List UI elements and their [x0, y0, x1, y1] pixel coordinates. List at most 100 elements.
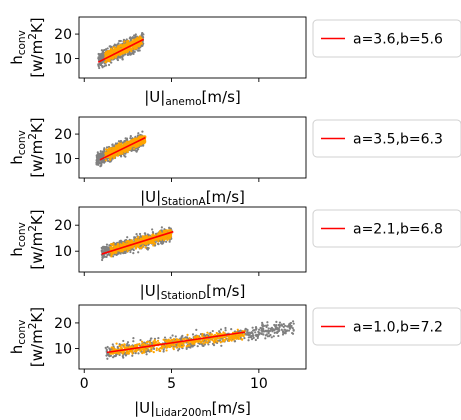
legend: a=3.6,b=5.6 [312, 19, 461, 58]
gray-point [257, 330, 260, 333]
orange-point [110, 243, 113, 246]
gray-point [291, 332, 295, 335]
gray-point [249, 335, 252, 339]
orange-point [239, 333, 242, 336]
gray-point [233, 340, 236, 343]
orange-point [120, 142, 123, 145]
orange-point [114, 55, 117, 58]
gray-point [111, 255, 115, 258]
scatter-points [104, 320, 295, 360]
orange-point [125, 247, 128, 250]
gray-point [99, 62, 103, 66]
legend-box [312, 209, 461, 248]
x-tick-label: 0 [80, 376, 89, 392]
gray-point [101, 249, 104, 252]
gray-point [163, 336, 167, 339]
orange-point [158, 230, 162, 233]
orange-point [157, 348, 161, 351]
orange-point [219, 341, 222, 344]
orange-point [107, 52, 110, 55]
legend-box [312, 19, 461, 58]
gray-point [203, 334, 206, 337]
orange-point [139, 136, 142, 140]
gray-point [169, 336, 172, 339]
orange-point [208, 332, 211, 336]
x-tick-label: 10 [250, 376, 268, 392]
gray-point [98, 53, 102, 56]
orange-point [170, 343, 173, 346]
orange-point [116, 245, 119, 248]
gray-point [252, 336, 255, 339]
gray-point [95, 163, 99, 166]
y-tick-label: 20 [54, 218, 72, 234]
gray-point [113, 43, 116, 46]
gray-point [278, 325, 281, 329]
gray-point [118, 39, 121, 43]
orange-point [120, 45, 123, 48]
gray-point [275, 320, 278, 323]
gray-point [105, 146, 109, 149]
orange-point [199, 341, 203, 344]
gray-point [266, 324, 269, 327]
orange-point [131, 246, 135, 249]
gray-point [154, 244, 157, 247]
orange-point [154, 340, 157, 344]
gray-point [137, 132, 140, 135]
y-axis-label: hconv [8, 320, 28, 355]
y-axis-label: hconv [8, 222, 28, 257]
orange-point [193, 342, 196, 345]
gray-point [219, 328, 223, 331]
orange-point [122, 150, 126, 153]
orange-point [119, 243, 122, 246]
gray-point [131, 36, 134, 39]
orange-point [164, 339, 167, 342]
orange-point [115, 342, 118, 345]
gray-point [105, 243, 109, 246]
orange-point [178, 344, 181, 348]
gray-point [100, 152, 103, 156]
orange-point [152, 244, 155, 247]
orange-point [111, 52, 114, 55]
gray-point [152, 347, 155, 350]
orange-point [139, 349, 142, 352]
orange-point [196, 339, 199, 342]
orange-point [129, 49, 132, 52]
gray-point [211, 342, 215, 345]
orange-point [195, 335, 198, 338]
gray-point [96, 151, 99, 154]
gray-point [119, 252, 122, 255]
gray-point [106, 345, 109, 349]
gray-point [195, 328, 198, 331]
gray-point [139, 338, 142, 342]
gray-point [108, 244, 111, 247]
gray-point [98, 155, 102, 159]
gray-point [285, 325, 289, 328]
gray-point [103, 65, 106, 68]
orange-point [156, 233, 159, 236]
orange-point [123, 343, 126, 346]
gray-point [265, 330, 268, 333]
gray-point [248, 333, 251, 337]
orange-point [222, 331, 225, 334]
y-tick-label: 10 [54, 151, 72, 167]
orange-point [108, 148, 111, 151]
fit-line [99, 136, 146, 161]
y-tick-label: 10 [54, 342, 72, 358]
orange-point [111, 57, 114, 60]
y-axis-label-unit: [w/m2K] [27, 17, 46, 77]
gray-point [267, 331, 270, 334]
orange-point [216, 340, 219, 343]
gray-point [113, 355, 117, 358]
gray-point [174, 335, 177, 338]
orange-point [166, 237, 169, 241]
orange-point [143, 236, 146, 239]
gray-point [101, 256, 104, 260]
orange-point [201, 334, 204, 337]
orange-point [120, 343, 124, 347]
gray-point [273, 329, 276, 332]
orange-point [109, 51, 112, 54]
orange-point [188, 337, 191, 340]
orange-point [138, 45, 141, 48]
orange-point [123, 346, 127, 349]
orange-point [206, 341, 209, 344]
